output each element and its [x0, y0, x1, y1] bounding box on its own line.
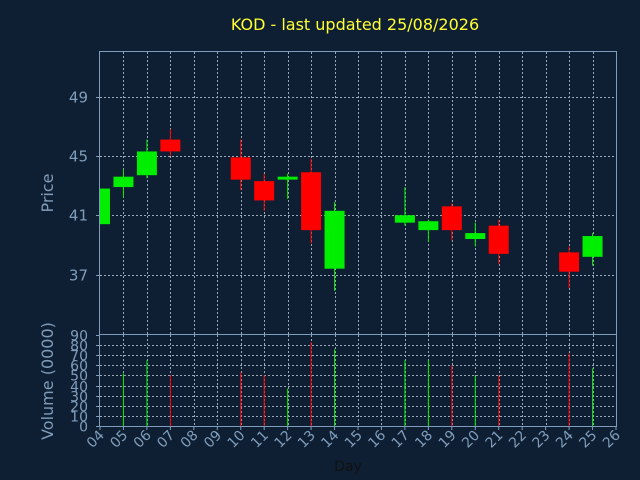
x-tick-label: 20: [459, 428, 483, 452]
volume-axis-label: Volume (0000): [38, 322, 57, 440]
grid-layer: [100, 52, 617, 426]
x-tick-label: 05: [107, 428, 131, 452]
price-tick-label: 37: [69, 267, 88, 285]
x-tick-label: 21: [483, 428, 507, 452]
x-tick-label: 13: [295, 428, 319, 452]
candle-body: [301, 172, 322, 231]
candle-body: [254, 181, 275, 201]
x-tick-label: 11: [248, 428, 272, 452]
x-tick-label: 26: [600, 427, 624, 451]
candle-body: [136, 151, 157, 176]
candle-body: [113, 176, 134, 188]
x-tick-label: 12: [272, 428, 296, 452]
x-tick-label: 09: [201, 428, 225, 452]
x-tick-label: 22: [506, 428, 530, 452]
volume-tick-label: 20: [70, 400, 88, 416]
candle-body: [230, 157, 251, 180]
candle-layer: [99, 129, 603, 291]
candle-body: [394, 215, 415, 223]
x-tick-label: 16: [365, 427, 389, 451]
volume-tick-label: 70: [70, 349, 88, 365]
x-tick-label: 10: [225, 428, 249, 452]
volume-tick-label: 50: [70, 369, 88, 385]
volume-tick-label: 60: [70, 359, 88, 375]
volume-tick-label: 90: [70, 329, 88, 345]
x-tick-label: 18: [412, 428, 436, 452]
x-tick-label: 06: [131, 427, 155, 451]
x-tick-label: 14: [318, 427, 342, 451]
frame-layer: [99, 51, 617, 427]
x-tick-label: 07: [154, 428, 178, 452]
volume-layer: [122, 342, 594, 426]
price-tick-label: 45: [69, 148, 88, 166]
x-tick-label: 08: [178, 428, 202, 452]
volume-tick-label: 80: [70, 339, 88, 355]
volume-tick-label: 40: [70, 380, 88, 396]
x-axis-label: Day: [334, 459, 362, 475]
chart-title: KOD - last updated 25/08/2026: [231, 15, 479, 34]
candle-body: [418, 221, 439, 231]
x-tick-label: 24: [553, 427, 577, 451]
candle-body: [582, 236, 603, 257]
candle-body: [324, 210, 345, 269]
candle-body: [160, 139, 181, 152]
x-tick-label: 23: [530, 428, 554, 452]
x-tick-label: 15: [342, 428, 366, 452]
price-tick-label: 49: [69, 89, 88, 107]
x-tick-label: 19: [436, 428, 460, 452]
x-tick-label: 17: [389, 428, 413, 452]
candle-body: [465, 233, 486, 240]
candle-body: [100, 188, 110, 225]
volume-tick-label: 0: [79, 420, 88, 436]
x-tick-label: 25: [576, 428, 600, 452]
price-tick-label: 41: [69, 207, 88, 225]
candle-body: [277, 176, 298, 180]
volume-tick-label: 30: [70, 390, 88, 406]
volume-tick-label: 10: [70, 410, 88, 426]
candle-body: [559, 252, 580, 272]
candle-body: [441, 206, 462, 231]
y-axis-label: Price: [38, 173, 57, 212]
candle-body: [488, 225, 509, 254]
